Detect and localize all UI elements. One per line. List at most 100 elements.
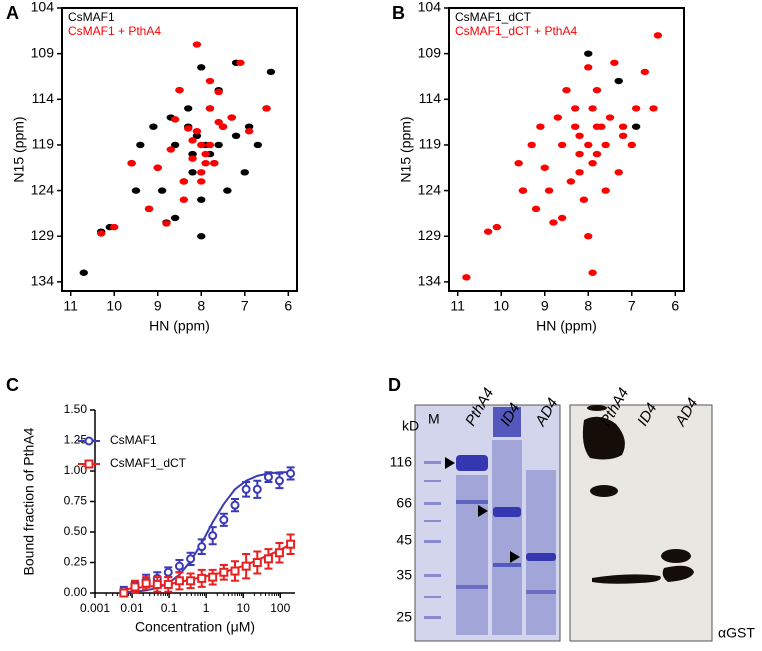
legend-marker — [84, 459, 94, 469]
legend-entry: CsMAF1 + PthA4 — [68, 24, 161, 38]
nmr-peak — [588, 105, 597, 112]
y-tick-label: 114 — [32, 90, 55, 106]
nmr-peak — [188, 169, 197, 176]
x-tick-label: 10 — [237, 601, 251, 615]
nmr-peak — [649, 105, 658, 112]
nmr-peak — [562, 86, 571, 94]
nmr-peak — [588, 159, 597, 167]
nmr-peak — [553, 114, 562, 121]
nmr-peak — [110, 223, 119, 231]
nmr-peak — [227, 114, 236, 121]
nmr-peak — [653, 32, 663, 39]
nmr-peak — [188, 137, 197, 144]
data-point — [141, 578, 151, 588]
nmr-peak — [214, 88, 223, 96]
nmr-peak — [218, 123, 228, 130]
x-tick-label: 11 — [63, 298, 78, 314]
nmr-peak — [197, 169, 206, 176]
nmr-peak — [201, 150, 210, 158]
y-tick-label: 124 — [31, 181, 55, 197]
data-point — [241, 561, 251, 571]
y-tick-label: 104 — [31, 0, 55, 15]
nmr-peak — [627, 141, 636, 149]
nmr-peak — [184, 125, 193, 132]
data-point — [186, 576, 196, 586]
data-point — [163, 579, 173, 589]
y-tick-label: 134 — [31, 273, 55, 289]
x-tick-label: 8 — [197, 298, 205, 314]
legend-entry: CsMAF1_dCT + PthA4 — [455, 24, 577, 38]
nmr-peak — [640, 68, 650, 76]
nmr-peak — [201, 159, 210, 167]
data-point — [274, 476, 284, 486]
nmr-peak — [240, 169, 249, 176]
nmr-peak — [170, 116, 180, 123]
nmr-peak — [518, 187, 528, 194]
data-point — [286, 539, 296, 549]
nmr-peak — [162, 220, 171, 227]
x-tick-label: 0.001 — [80, 601, 110, 615]
nmr-peak — [192, 41, 202, 48]
nmr-peak — [149, 123, 158, 130]
data-point — [230, 500, 240, 510]
nmr-peak — [197, 178, 206, 185]
nmr-peak — [244, 123, 254, 130]
western-blot — [569, 404, 713, 642]
x-tick-label: 7 — [628, 298, 636, 314]
x-axis-title: HN (ppm) — [536, 318, 597, 334]
plot-frame — [448, 7, 685, 292]
y-axis-title: N15 (ppm) — [398, 116, 414, 182]
y-tick-label: 0.50 — [64, 524, 88, 538]
nmr-peak — [197, 233, 206, 240]
nmr-peak — [631, 105, 641, 112]
ladder-label: M — [428, 411, 440, 427]
nmr-peak — [540, 164, 549, 171]
nmr-peak — [584, 64, 593, 71]
data-point — [219, 515, 229, 525]
nmr-peak — [462, 274, 471, 281]
nmr-peak — [592, 86, 602, 94]
x-tick-label: 9 — [541, 298, 549, 314]
nmr-peak — [214, 118, 223, 126]
x-tick-label: 6 — [284, 298, 292, 314]
nmr-peak — [549, 219, 558, 226]
x-tick-label: 100 — [270, 601, 290, 615]
nmr-peak — [514, 159, 523, 167]
marker-label: 25 — [396, 609, 412, 625]
nmr-peak — [210, 159, 219, 167]
nmr-peak — [536, 123, 545, 130]
nmr-peak — [531, 205, 541, 213]
y-tick-label: 129 — [31, 227, 55, 243]
nmr-peak — [79, 269, 88, 276]
y-tick-label: 124 — [418, 181, 442, 197]
nmr-peak — [170, 214, 180, 222]
y-tick-label: 129 — [418, 227, 442, 243]
marker-label: 66 — [396, 495, 412, 511]
nmr-peak — [575, 169, 584, 176]
marker-label: 45 — [396, 532, 412, 548]
x-tick-label: 10 — [106, 298, 122, 314]
legend-entry: CsMAF1 — [110, 433, 157, 447]
nmr-peak — [96, 230, 106, 237]
nmr-peak — [144, 205, 154, 213]
plot-frame — [61, 7, 298, 292]
nmr-peak — [492, 223, 502, 231]
panel-label: D — [388, 375, 401, 395]
nmr-peak — [610, 59, 619, 66]
y-tick-label: 0.25 — [64, 555, 88, 569]
nmr-peak — [483, 228, 493, 235]
nmr-peak — [192, 128, 202, 135]
y-tick-label: 0.00 — [64, 585, 88, 599]
nmr-peak — [131, 187, 141, 194]
nmr-peak — [566, 178, 576, 185]
nmr-peak — [153, 164, 162, 171]
data-point — [130, 582, 140, 592]
nmr-peak — [184, 105, 193, 112]
x-tick-label: 6 — [671, 298, 679, 314]
nmr-peak — [614, 169, 623, 176]
y-tick-label: 114 — [419, 90, 442, 106]
nmr-peak — [192, 132, 202, 140]
y-tick-label: 1.50 — [64, 402, 88, 416]
y-tick-label: 119 — [32, 136, 55, 152]
